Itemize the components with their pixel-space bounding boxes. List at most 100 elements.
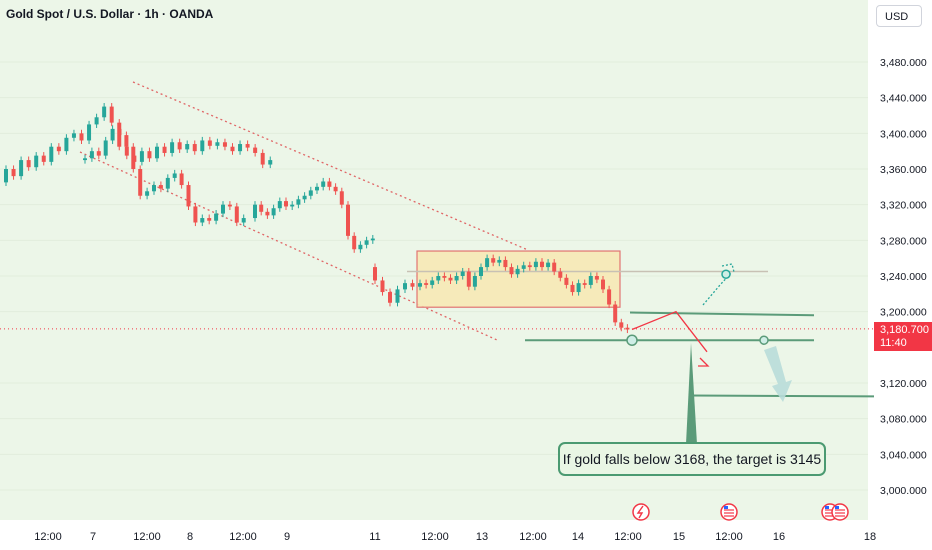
y-tick-label: 3,240.000	[880, 271, 927, 283]
candle-body	[89, 151, 94, 159]
current-price-tag: 3,180.700 11:40	[874, 322, 932, 351]
candle-body	[619, 322, 624, 328]
dividend-event[interactable]	[632, 503, 650, 521]
candle-body	[49, 146, 54, 162]
candle-body	[373, 267, 377, 281]
x-tick-label: 12:00	[421, 531, 449, 543]
candle-body	[339, 191, 344, 205]
candle-body	[64, 137, 69, 152]
candle-body	[177, 142, 182, 150]
candle-body	[26, 160, 31, 168]
candle-body	[265, 211, 270, 216]
time-axis-labels: 12:00 7 12:00 8 12:00 9 11 12:00 13 12:00 14 12:00 1…	[34, 531, 876, 543]
candle-body	[466, 271, 471, 287]
candle-body	[327, 181, 332, 187]
event-icons[interactable]	[632, 503, 849, 521]
candle-body	[221, 204, 225, 214]
candle-body	[460, 271, 465, 276]
candle-body	[238, 144, 243, 152]
candle-body	[546, 262, 551, 268]
candle-body	[594, 276, 599, 280]
breakdown-marker	[626, 334, 638, 346]
candle-body	[230, 146, 235, 152]
y-tick-label: 3,200.000	[880, 307, 927, 319]
retest-marker	[759, 335, 769, 345]
bearish-path	[631, 310, 708, 353]
candle-body	[245, 144, 250, 148]
candle-body	[259, 204, 264, 212]
x-tick-label: 12:00	[519, 531, 547, 543]
candle-body	[152, 185, 156, 192]
x-tick-label: 9	[284, 531, 290, 543]
price-axis	[868, 0, 932, 550]
candle-body	[200, 140, 205, 152]
x-tick-label: 14	[572, 531, 584, 543]
flag-canton	[825, 506, 829, 509]
candle-body	[454, 276, 459, 281]
candle-body	[302, 195, 307, 200]
x-tick-label: 16	[773, 531, 785, 543]
us-event-17b[interactable]	[831, 503, 849, 521]
upper-channel-line	[132, 81, 529, 251]
candle-body	[117, 128, 122, 136]
candle-body	[227, 204, 232, 207]
candle-body	[552, 262, 557, 272]
candle-body	[448, 277, 453, 281]
lower-channel-line	[79, 151, 498, 341]
flag-canton	[835, 506, 839, 509]
grid	[0, 61, 868, 491]
candle-body	[158, 185, 163, 189]
time-axis	[0, 520, 932, 550]
candle-body	[472, 276, 477, 287]
candle-body	[83, 158, 87, 161]
candle-body	[131, 146, 136, 169]
candle-body	[388, 292, 392, 303]
candle-body	[162, 146, 167, 153]
x-tick-label: 15	[673, 531, 685, 543]
candle-body	[540, 261, 544, 268]
bullish-target-marker	[721, 269, 731, 279]
candle-body	[364, 240, 369, 245]
current-price-label: 3,180.700	[880, 324, 929, 336]
candle-body	[479, 267, 483, 276]
candle-body	[103, 140, 108, 156]
y-tick-label: 3,400.000	[880, 128, 927, 140]
candle-body	[333, 186, 338, 192]
candle-body	[601, 279, 605, 290]
candle-body	[207, 218, 212, 221]
candle-body	[613, 304, 618, 323]
candle-body	[4, 169, 8, 183]
candle-body	[241, 218, 246, 223]
us-flag-icon	[720, 503, 738, 521]
candle-body	[172, 173, 177, 178]
resistance-level	[629, 311, 815, 317]
y-tick-label: 3,480.000	[880, 57, 927, 69]
candle-body	[485, 258, 490, 268]
x-tick-label: 11	[369, 531, 380, 543]
currency-selector[interactable]: USD	[876, 5, 922, 27]
candle-body	[56, 146, 61, 152]
candle-body	[424, 283, 429, 285]
candle-body	[503, 259, 508, 268]
candle-body	[200, 218, 205, 223]
candle-body	[296, 199, 301, 205]
candle-body	[442, 276, 447, 278]
candle-body	[165, 177, 170, 189]
candle-body	[370, 238, 375, 241]
bar-countdown: 11:40	[880, 337, 907, 349]
candle-body	[155, 146, 159, 159]
chart-title: Gold Spot / U.S. Dollar · 1h · OANDA	[6, 7, 214, 21]
target-arrow	[764, 346, 792, 402]
candle-body	[570, 284, 575, 293]
candle-body	[102, 106, 107, 118]
candle-body	[110, 128, 115, 141]
bullish-path	[702, 271, 733, 306]
us-event-15[interactable]	[720, 503, 738, 521]
candle-body	[138, 169, 143, 196]
y-tick-label: 3,320.000	[880, 200, 927, 212]
candle-body	[607, 289, 612, 305]
y-tick-label: 3,440.000	[880, 93, 927, 105]
y-tick-label: 3,280.000	[880, 235, 927, 247]
